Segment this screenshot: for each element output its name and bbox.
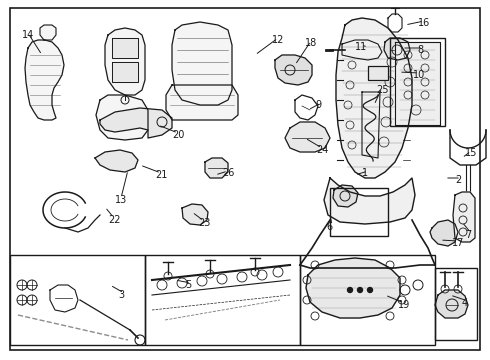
- Polygon shape: [112, 38, 138, 58]
- Bar: [145, 255, 300, 345]
- Bar: [390, 38, 445, 126]
- Text: 8: 8: [417, 45, 423, 55]
- Polygon shape: [105, 28, 145, 95]
- Polygon shape: [306, 258, 400, 318]
- Bar: [368, 66, 388, 80]
- Text: 14: 14: [22, 30, 34, 40]
- Polygon shape: [430, 220, 458, 246]
- Polygon shape: [25, 40, 64, 120]
- Polygon shape: [96, 95, 148, 140]
- Text: 21: 21: [155, 170, 168, 180]
- Text: 22: 22: [108, 215, 121, 225]
- Text: 24: 24: [316, 145, 328, 155]
- Text: 18: 18: [305, 38, 317, 48]
- Text: 20: 20: [172, 130, 184, 140]
- Polygon shape: [40, 25, 56, 40]
- Bar: [300, 255, 435, 345]
- Text: 7: 7: [465, 230, 471, 240]
- Polygon shape: [182, 204, 208, 225]
- Text: 2: 2: [455, 175, 461, 185]
- Text: 19: 19: [398, 300, 410, 310]
- Text: 23: 23: [198, 218, 210, 228]
- Polygon shape: [285, 122, 330, 152]
- Text: 3: 3: [118, 290, 124, 300]
- Polygon shape: [166, 85, 238, 120]
- Bar: [10, 255, 145, 345]
- Text: 12: 12: [272, 35, 284, 45]
- Polygon shape: [172, 22, 232, 105]
- Text: 26: 26: [222, 168, 234, 178]
- Polygon shape: [453, 192, 475, 242]
- Text: 17: 17: [452, 238, 465, 248]
- Polygon shape: [333, 185, 358, 207]
- Text: 11: 11: [355, 42, 367, 52]
- Text: 9: 9: [315, 100, 321, 110]
- Text: 16: 16: [418, 18, 430, 28]
- Polygon shape: [384, 38, 410, 60]
- Circle shape: [347, 288, 352, 292]
- Text: 5: 5: [185, 280, 191, 290]
- Polygon shape: [275, 55, 312, 85]
- Polygon shape: [205, 158, 228, 178]
- Bar: [330, 188, 388, 236]
- Polygon shape: [100, 108, 172, 138]
- Polygon shape: [435, 290, 468, 318]
- Text: 4: 4: [462, 298, 468, 308]
- Text: 15: 15: [465, 148, 477, 158]
- Text: 6: 6: [326, 222, 332, 232]
- Circle shape: [368, 288, 372, 292]
- Polygon shape: [395, 42, 440, 125]
- Polygon shape: [324, 178, 415, 224]
- Circle shape: [358, 288, 363, 292]
- Polygon shape: [112, 62, 138, 82]
- Text: 13: 13: [115, 195, 127, 205]
- Text: 1: 1: [362, 168, 368, 178]
- Text: 10: 10: [413, 70, 425, 80]
- Polygon shape: [95, 150, 138, 172]
- Bar: [435, 268, 477, 340]
- Polygon shape: [336, 18, 412, 178]
- Text: 25: 25: [376, 85, 389, 95]
